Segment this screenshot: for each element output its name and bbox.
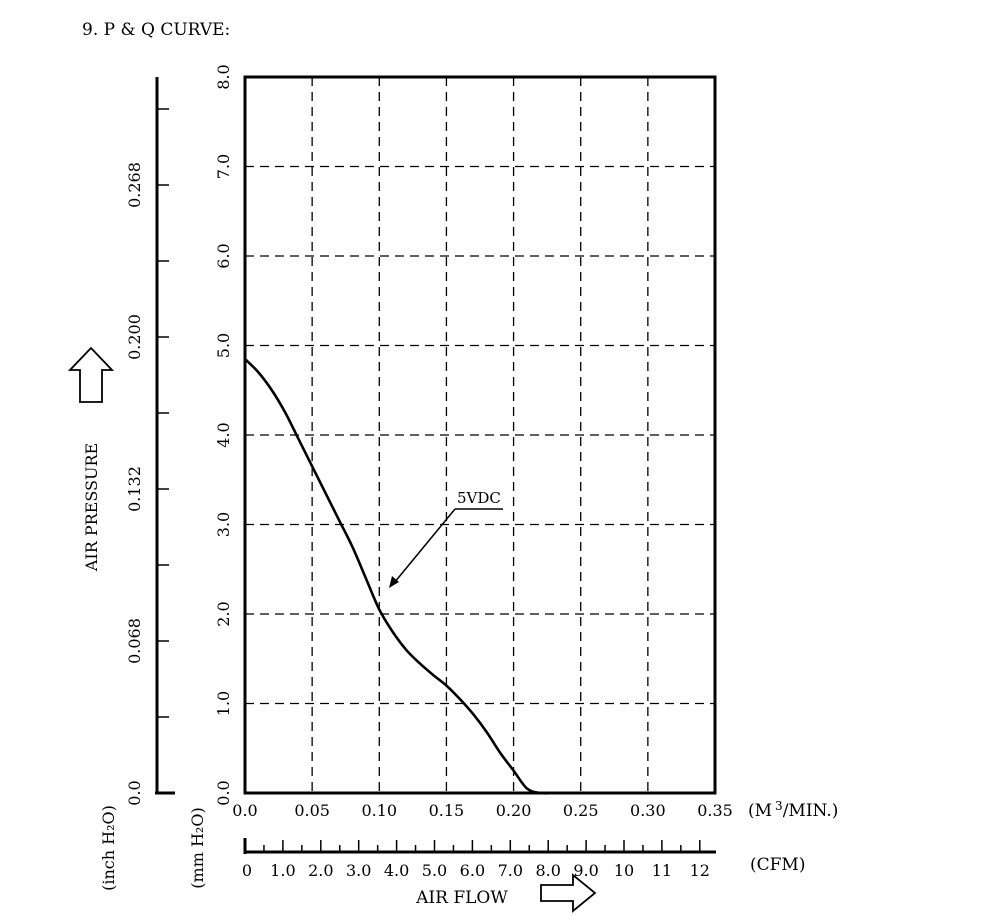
y-tick-label: 2.0 <box>214 601 233 626</box>
x-unit-label: (M 3/MIN.) <box>748 799 838 821</box>
y-tick-label: 5.0 <box>214 333 233 358</box>
x2-ticks: 0 1.0 2.0 3.0 4.0 5.0 6.0 7.0 8.0 9.0 10 11 12 <box>242 840 710 880</box>
y2-unit-label: (inch H₂O) <box>99 805 118 891</box>
y-tick-label: 0.0 <box>214 780 233 805</box>
y-tick-label: 3.0 <box>214 512 233 537</box>
x-axis-title: AIR FLOW <box>415 888 508 908</box>
x2-tick-label: 6.0 <box>460 861 485 880</box>
y-tick-labels: 0.0 1.0 2.0 3.0 4.0 5.0 6.0 7.0 8.0 <box>214 64 233 805</box>
x-tick-label: 0.30 <box>630 801 666 820</box>
x-tick-label: 0.10 <box>361 801 397 820</box>
y-tick-label: 4.0 <box>214 422 233 447</box>
x2-tick-label: 2.0 <box>308 861 333 880</box>
y2-tick-label: 0.200 <box>125 314 144 360</box>
y2-tick-label: 0.0 <box>125 780 144 805</box>
x2-tick-label: 3.0 <box>346 861 371 880</box>
x2-tick-label: 10 <box>614 861 634 880</box>
plot-frame <box>243 75 717 795</box>
x2-tick-label: 4.0 <box>384 861 409 880</box>
series-line-5vdc <box>244 357 554 795</box>
y2-tick-label: 0.068 <box>125 618 144 664</box>
x2-tick-label: 1.0 <box>270 861 295 880</box>
chart-title: 9. P & Q CURVE: <box>82 20 230 40</box>
series-annotation: 5VDC <box>389 489 503 588</box>
grid-lines <box>245 77 715 793</box>
x2-tick-label: 5.0 <box>422 861 447 880</box>
y2-tick-label: 0.268 <box>125 162 144 208</box>
x-tick-label: 0.05 <box>294 801 330 820</box>
y-tick-label: 6.0 <box>214 243 233 268</box>
y-unit-label: (mm H₂O) <box>188 807 207 888</box>
series-label-5vdc: 5VDC <box>457 489 501 507</box>
x2-tick-label: 8.0 <box>535 861 560 880</box>
x-tick-labels: 0.0 0.05 0.10 0.15 0.20 0.25 0.30 0.35 <box>232 801 733 820</box>
y-axis-title: AIR PRESSURE <box>82 443 101 572</box>
annotation-leader <box>393 508 456 584</box>
x-tick-label: 0.25 <box>563 801 599 820</box>
x2-tick-label: 11 <box>652 861 672 880</box>
right-arrow-icon <box>540 873 597 913</box>
x-tick-label: 0.15 <box>429 801 465 820</box>
x2-unit-label: (CFM) <box>750 855 805 875</box>
y2-tick-label: 0.132 <box>125 466 144 512</box>
x-tick-label: 0.0 <box>232 801 257 820</box>
annotation-arrowhead <box>389 576 399 588</box>
x-tick-label: 0.35 <box>697 801 733 820</box>
y-tick-label: 7.0 <box>214 154 233 179</box>
y-tick-label: 1.0 <box>214 691 233 716</box>
up-arrow-icon <box>67 346 115 403</box>
x2-tick-label: 7.0 <box>498 861 523 880</box>
y-tick-label: 8.0 <box>214 64 233 89</box>
x2-tick-label: 0 <box>242 861 252 880</box>
x2-tick-label: 9.0 <box>573 861 598 880</box>
curves <box>244 357 554 795</box>
x-tick-label: 0.20 <box>496 801 532 820</box>
x2-tick-label: 12 <box>690 861 710 880</box>
y2-ticks: 0.0 0.068 0.132 0.200 0.268 <box>125 108 169 806</box>
